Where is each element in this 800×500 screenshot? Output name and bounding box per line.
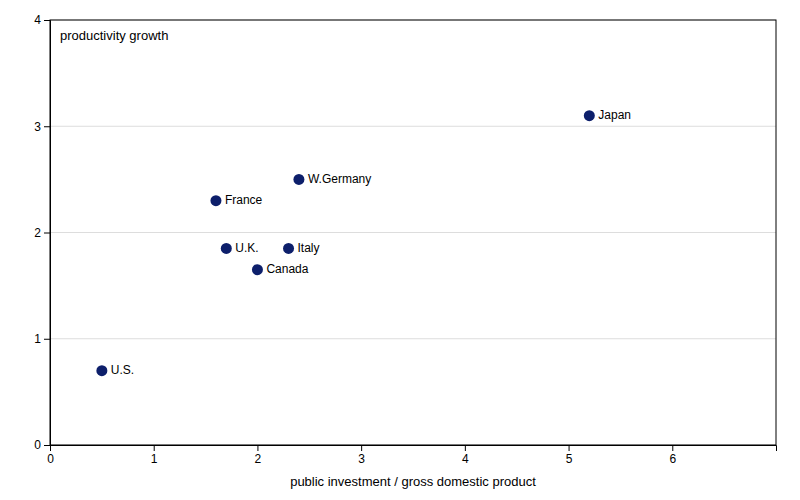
x-axis-title: public investment / gross domestic produ…: [290, 474, 536, 489]
x-tick: 2: [255, 445, 262, 466]
x-tick-label: 1: [151, 452, 158, 466]
y-axis-line: [44, 21, 51, 446]
y-tick-mark: [44, 233, 50, 234]
point-label: Japan: [598, 108, 631, 122]
grid-line: [50, 338, 776, 339]
y-tick-label: 0: [34, 438, 41, 452]
point: [96, 365, 107, 376]
x-tick-label: 4: [462, 452, 469, 466]
y-tick-mark: [44, 339, 50, 340]
y-tick-label: 1: [34, 332, 41, 346]
y-tick-label: 3: [34, 120, 41, 134]
x-tick-label: 5: [566, 452, 573, 466]
y-tick: 0: [34, 438, 50, 452]
grid-line: [50, 126, 776, 127]
y-tick: 4: [34, 13, 50, 27]
x-tick-mark: [465, 445, 466, 451]
x-axis: 0 1 2 3 4 5 6: [47, 445, 776, 466]
y-tick-mark: [44, 445, 50, 446]
plot-frame: [50, 20, 776, 445]
x-tick: 4: [462, 445, 469, 466]
points: [96, 110, 594, 376]
point: [584, 110, 595, 121]
x-tick-mark: [154, 445, 155, 451]
point-label: U.K.: [235, 241, 258, 255]
point-label: Canada: [266, 262, 308, 276]
x-tick-label: 0: [47, 452, 54, 466]
x-tick-label: 3: [358, 452, 365, 466]
y-tick-label: 4: [34, 13, 41, 27]
y-axis-title: productivity growth: [60, 28, 168, 43]
x-tick-label: 2: [255, 452, 262, 466]
y-tick-label: 2: [34, 226, 41, 240]
point: [252, 264, 263, 275]
x-tick-mark: [257, 445, 258, 451]
point: [210, 195, 221, 206]
x-tick: 0: [47, 445, 54, 466]
x-tick-mark: [361, 445, 362, 451]
point: [293, 174, 304, 185]
x-tick-label: 6: [669, 452, 676, 466]
y-tick: 2: [34, 226, 50, 240]
grid: [50, 20, 776, 445]
point-label: W.Germany: [308, 172, 371, 186]
x-tick-mark: [569, 445, 570, 451]
x-axis-line: [51, 446, 777, 452]
y-tick: 3: [34, 120, 50, 134]
x-tick: 3: [358, 445, 365, 466]
point: [221, 243, 232, 254]
point-labels: U.S. U.K. Canada France W.Germany Italy Japan: [111, 108, 631, 377]
y-tick: 1: [34, 332, 50, 346]
grid-line: [50, 232, 776, 233]
x-tick-mark: [672, 445, 673, 451]
x-tick: 5: [566, 445, 573, 466]
y-tick-mark: [44, 20, 50, 21]
y-axis: 0 1 2 3 4: [34, 13, 50, 452]
point-label: U.S.: [111, 363, 134, 377]
point-label: Italy: [298, 241, 320, 255]
x-tick: 6: [669, 445, 676, 466]
x-tick: 1: [151, 445, 158, 466]
point-label: France: [225, 193, 263, 207]
point: [283, 243, 294, 254]
y-tick-mark: [44, 126, 50, 127]
chart: 0 1 2 3 4 5 6 0 1 2 3 4 U.S. U.K. Canada France W.German…: [0, 0, 800, 500]
